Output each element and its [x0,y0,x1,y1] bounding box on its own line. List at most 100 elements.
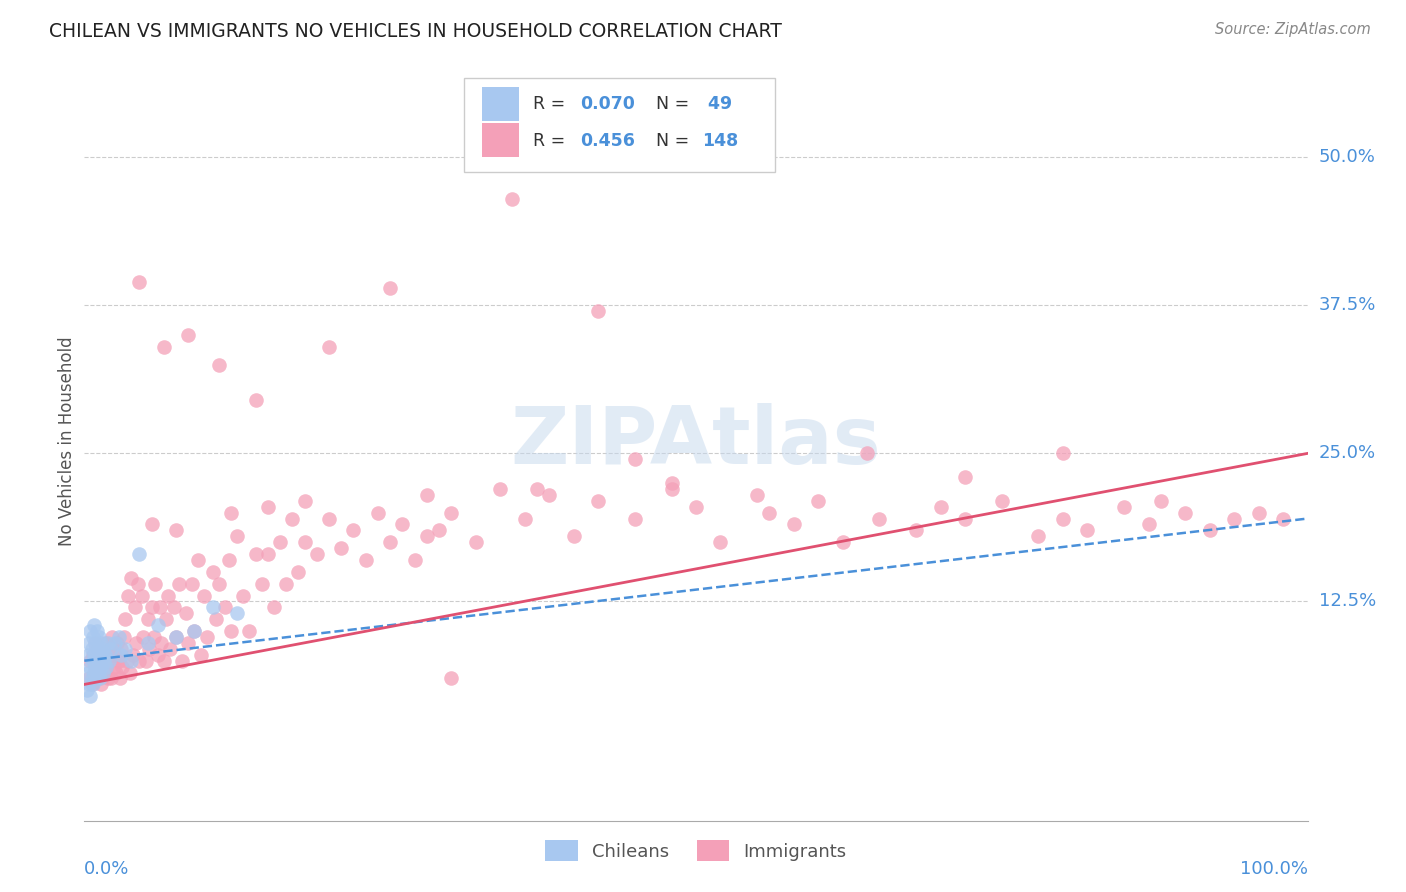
Text: 0.0%: 0.0% [84,860,129,878]
Text: 148: 148 [702,131,738,150]
Point [624,511,647,525]
Text: 0.070: 0.070 [579,95,634,113]
Point [82,677,104,691]
Point [96,659,118,673]
Point [205,612,228,626]
Point [250,576,273,591]
Point [1076,524,1098,538]
Point [87,659,110,673]
Text: CHILEAN VS IMMIGRANTS NO VEHICLES IN HOUSEHOLD CORRELATION CHART: CHILEAN VS IMMIGRANTS NO VEHICLES IN HOU… [49,22,782,41]
Point [181,576,204,591]
Point [86,672,108,686]
Point [416,529,439,543]
Point [214,600,236,615]
Point [226,607,249,621]
Point [77,665,100,680]
Point [380,280,402,294]
Point [416,488,439,502]
Point [318,340,340,354]
Point [226,529,249,543]
Point [155,612,177,626]
Point [190,648,212,662]
FancyBboxPatch shape [464,78,776,172]
Point [276,576,298,591]
FancyBboxPatch shape [482,87,519,120]
Point [104,636,127,650]
Point [84,659,107,673]
Text: N =: N = [655,95,695,113]
Point [87,641,110,656]
Point [97,654,120,668]
Point [141,600,163,615]
Point [128,275,150,289]
Point [219,624,242,639]
Point [287,565,309,579]
Point [100,641,122,656]
Point [79,690,101,704]
Point [758,506,780,520]
Point [82,654,104,668]
Point [114,641,136,656]
Point [77,636,100,650]
Point [783,517,806,532]
Point [201,600,224,615]
Point [90,659,112,673]
Point [115,654,138,668]
Point [132,630,155,644]
Point [93,654,115,668]
Point [1247,506,1270,520]
Point [187,553,209,567]
Point [90,677,112,691]
Point [77,648,100,662]
Point [79,659,101,673]
Text: 100.0%: 100.0% [1240,860,1308,878]
Point [167,576,190,591]
Point [83,618,105,632]
Point [502,192,524,206]
Point [101,630,124,644]
Point [86,654,108,668]
Point [538,488,561,502]
Point [150,636,173,650]
Point [89,648,111,662]
Point [869,511,891,525]
Point [1223,511,1246,525]
Point [110,648,132,662]
Point [238,624,260,639]
Point [97,636,120,650]
Point [201,565,224,579]
Point [1052,511,1074,525]
Point [94,648,117,662]
Point [269,535,291,549]
Point [110,641,132,656]
Point [464,535,486,549]
Text: R =: R = [533,131,571,150]
Text: 0.456: 0.456 [579,131,634,150]
Point [79,624,101,639]
Point [183,624,205,639]
Point [367,506,389,520]
Point [489,482,512,496]
Point [87,630,110,644]
Point [526,482,548,496]
Point [245,393,267,408]
Point [342,524,364,538]
Text: 25.0%: 25.0% [1319,444,1376,462]
Point [89,672,111,686]
Point [108,672,131,686]
Point [153,654,176,668]
Point [685,500,707,514]
Point [124,600,146,615]
Point [513,511,536,525]
Point [856,446,879,460]
Point [404,553,426,567]
Point [114,612,136,626]
Point [136,636,159,650]
Point [661,482,683,496]
Point [111,659,134,673]
Point [747,488,769,502]
Point [305,547,328,561]
Point [87,672,110,686]
Point [1114,500,1136,514]
Point [122,648,145,662]
